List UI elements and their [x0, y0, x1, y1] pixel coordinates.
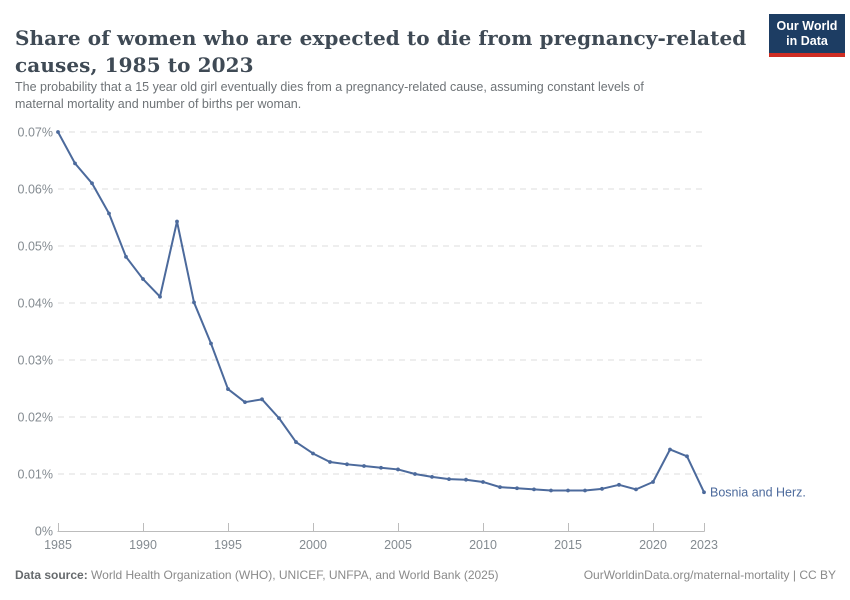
data-point-marker — [260, 397, 264, 402]
x-tick-label: 2023 — [690, 538, 718, 552]
chart-subtitle-line1: The probability that a 15 year old girl … — [15, 80, 644, 94]
data-point-marker — [362, 464, 366, 468]
owid-logo-line1: Our World — [776, 18, 838, 33]
data-point-marker — [107, 211, 111, 216]
data-point-marker — [481, 480, 485, 484]
data-point-marker — [277, 416, 281, 421]
data-point-marker — [226, 387, 230, 391]
data-point-marker — [90, 181, 94, 186]
x-tick-label: 1995 — [214, 538, 242, 552]
data-point-marker — [141, 277, 145, 281]
data-point-marker — [549, 488, 553, 493]
data-point-marker — [56, 130, 60, 134]
x-tick-label: 2020 — [639, 538, 667, 552]
data-point-marker — [73, 161, 77, 166]
data-point-marker — [702, 490, 706, 495]
data-point-marker — [447, 477, 451, 482]
y-tick-label: 0.05% — [18, 240, 53, 254]
y-tick-label: 0.03% — [18, 354, 53, 368]
chart-title-line2: causes, 1985 to 2023 — [15, 53, 254, 78]
data-point-marker — [515, 486, 519, 491]
y-tick-label: 0.02% — [18, 411, 53, 425]
data-point-marker — [328, 460, 332, 464]
data-point-marker — [668, 447, 672, 452]
data-point-marker — [685, 454, 689, 459]
data-point-marker — [583, 488, 587, 493]
chart-footer: Data source: World Health Organization (… — [15, 566, 836, 584]
x-tick-label: 2010 — [469, 538, 497, 552]
data-point-marker — [498, 485, 502, 490]
data-point-marker — [158, 294, 162, 299]
data-point-marker — [617, 482, 621, 487]
data-point-marker — [175, 219, 179, 224]
y-tick-label: 0% — [35, 525, 53, 539]
data-point-marker — [124, 254, 128, 259]
data-point-marker — [464, 477, 468, 482]
data-point-marker — [532, 487, 536, 492]
y-tick-label: 0.01% — [18, 468, 53, 482]
chart-title-line1: Share of women who are expected to die f… — [15, 26, 747, 51]
y-tick-label: 0.04% — [18, 297, 53, 311]
data-source-label: Data source: — [15, 568, 88, 582]
owid-logo-line2: in Data — [786, 33, 828, 48]
x-tick-label: 2005 — [384, 538, 412, 552]
data-point-marker — [430, 474, 434, 479]
data-point-marker — [379, 465, 383, 470]
owid-logo[interactable]: Our World in Data — [769, 14, 845, 57]
y-tick-label: 0.07% — [18, 126, 53, 140]
data-point-marker — [311, 451, 315, 456]
data-point-marker — [600, 486, 604, 491]
data-point-marker — [209, 341, 213, 346]
data-point-marker — [294, 440, 298, 444]
data-point-marker — [634, 487, 638, 492]
data-point-marker — [651, 480, 655, 484]
data-point-marker — [396, 467, 400, 472]
chart-title: Share of women who are expected to die f… — [15, 25, 755, 79]
data-point-marker — [566, 488, 570, 493]
data-point-marker — [345, 462, 349, 467]
x-tick-label: 1990 — [129, 538, 157, 552]
x-tick-label: 2015 — [554, 538, 582, 552]
data-point-marker — [192, 300, 196, 305]
entity-label[interactable]: Bosnia and Herz. — [710, 486, 806, 500]
y-tick-label: 0.06% — [18, 183, 53, 197]
x-tick-label: 1985 — [44, 538, 72, 552]
footer-license-link[interactable]: OurWorldinData.org/maternal-mortality | … — [583, 568, 836, 582]
chart-subtitle-line2: maternal mortality and number of births … — [15, 97, 302, 111]
data-point-marker — [413, 472, 417, 476]
trend-line[interactable] — [57, 131, 705, 494]
chart-subtitle: The probability that a 15 year old girl … — [15, 79, 785, 113]
data-source-text: World Health Organization (WHO), UNICEF,… — [87, 568, 499, 582]
footer-source[interactable]: Data source: World Health Organization (… — [15, 568, 499, 582]
data-point-marker — [243, 400, 247, 405]
x-tick-label: 2000 — [299, 538, 327, 552]
